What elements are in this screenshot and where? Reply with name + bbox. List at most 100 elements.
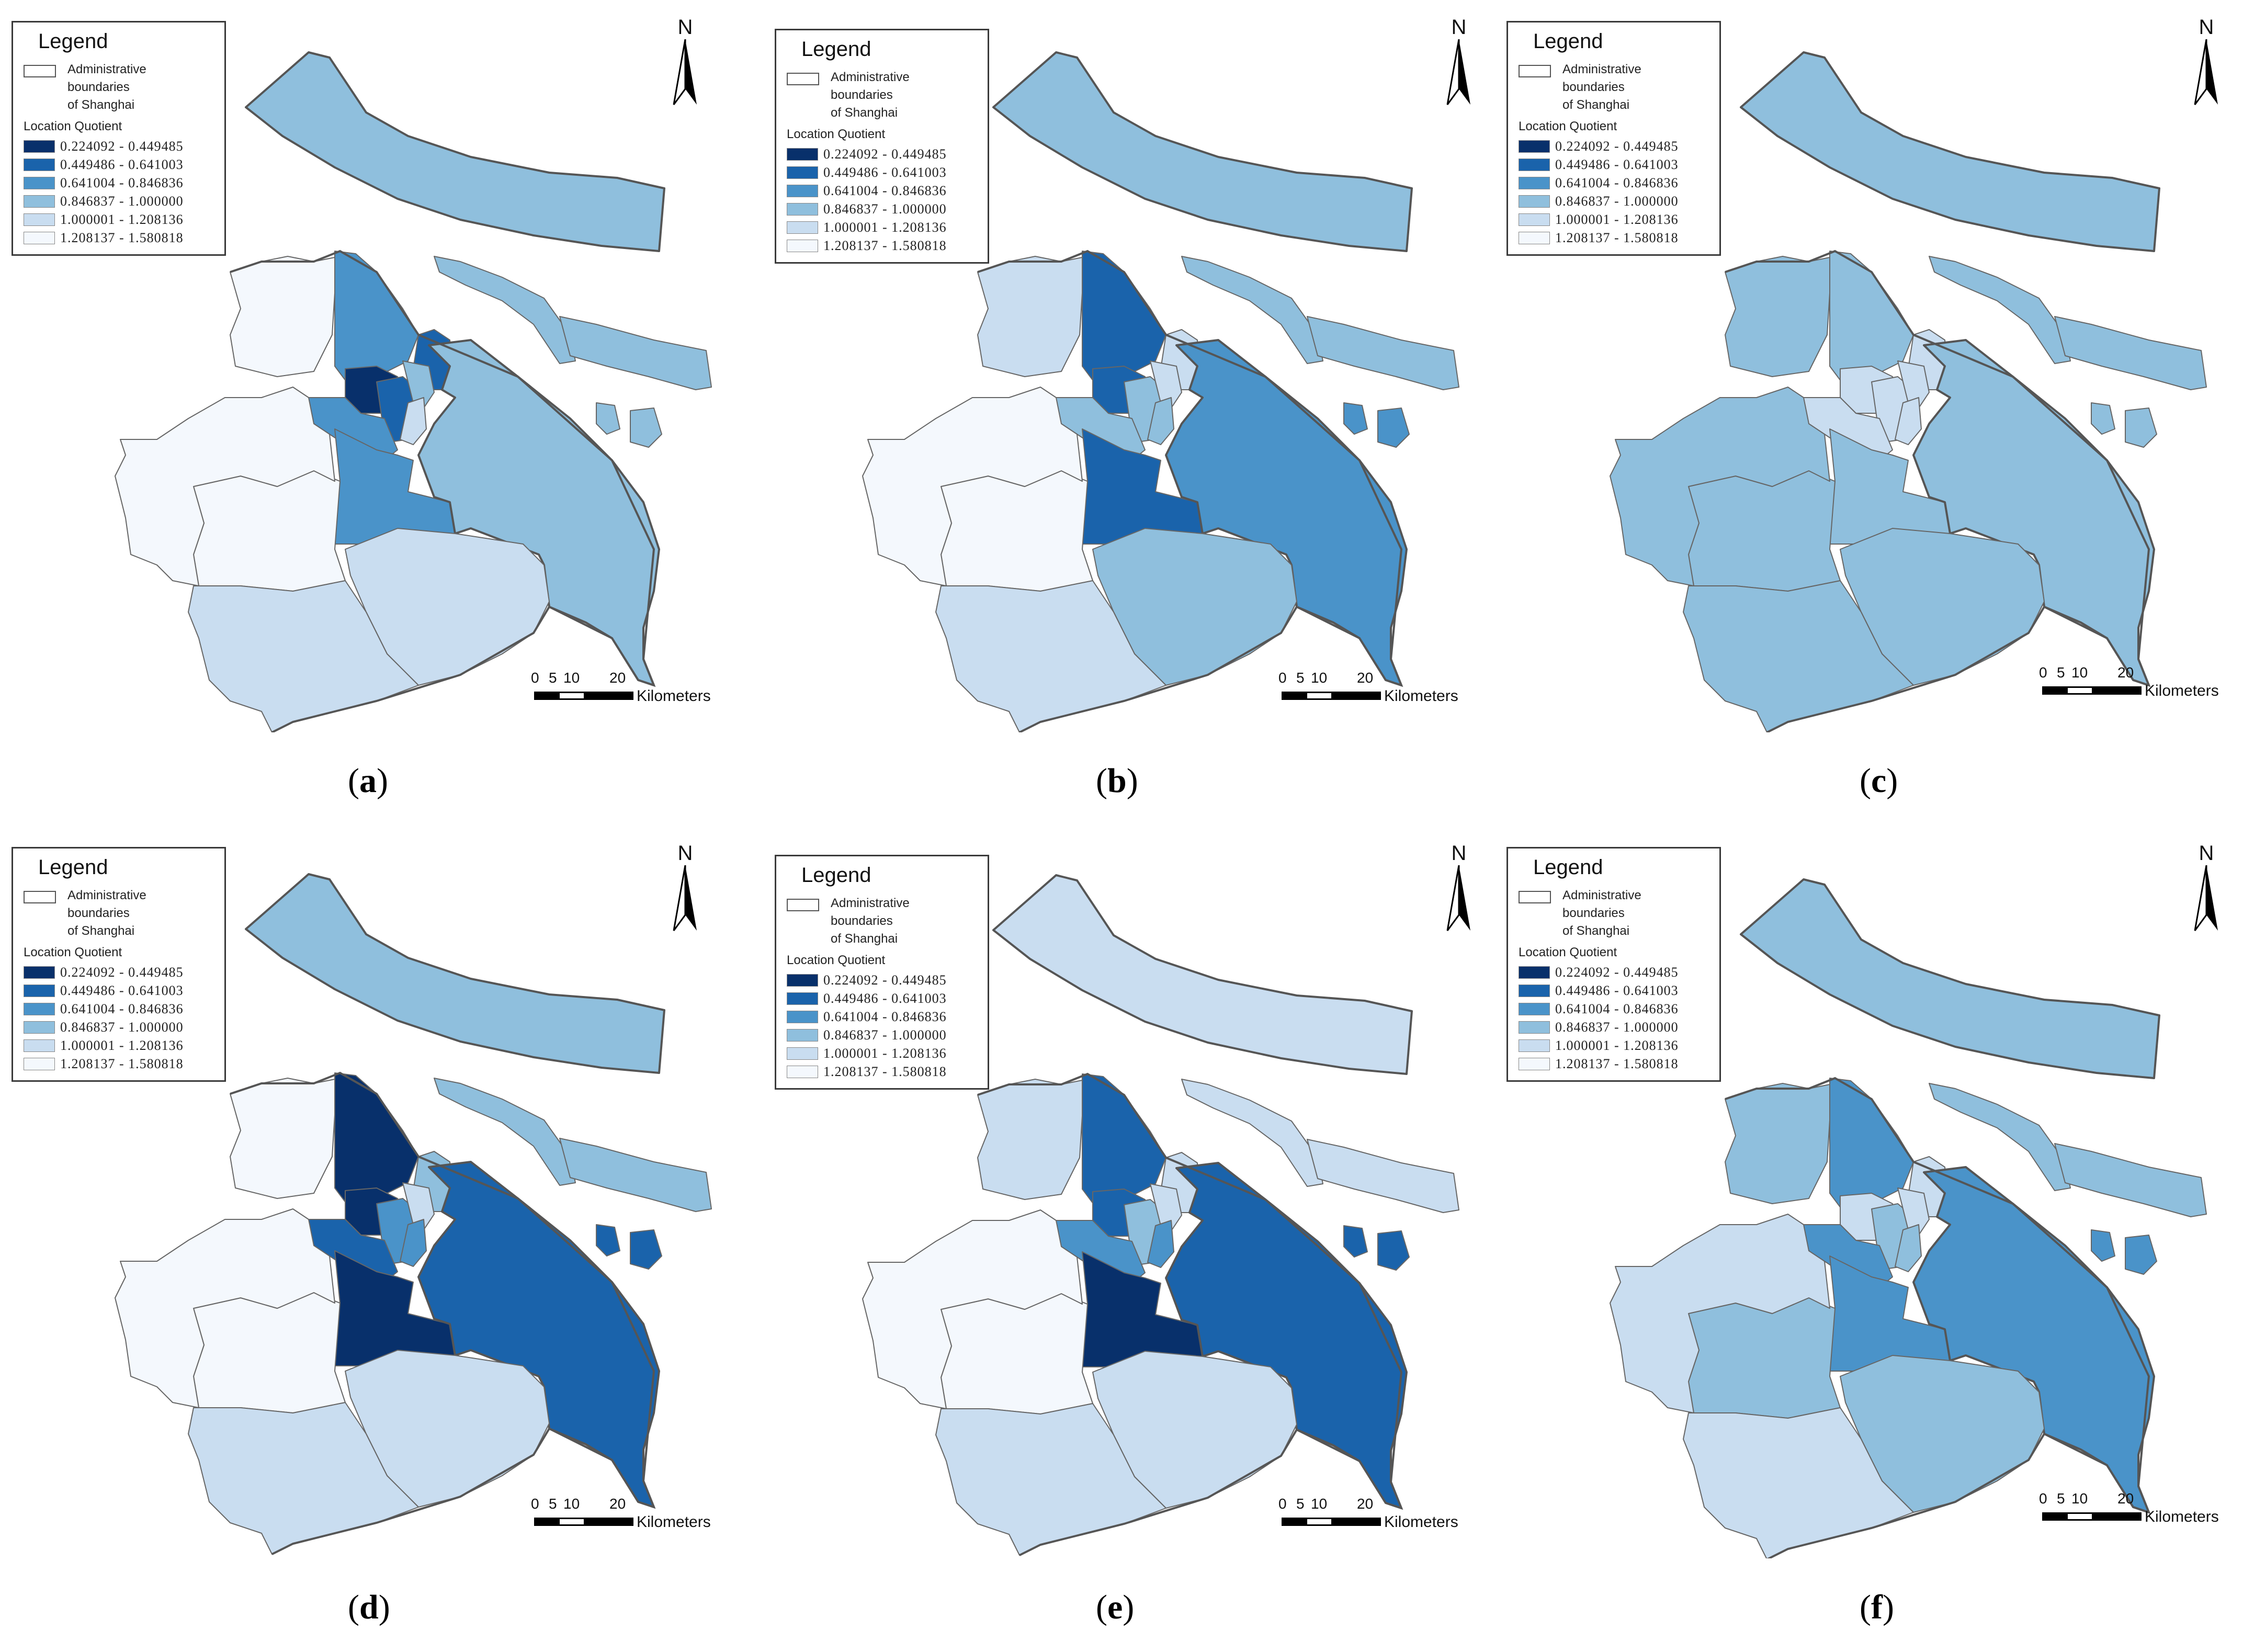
map-panel-a: Legend Administrative boundaries of Shang… [0, 0, 747, 826]
scale-bar [534, 692, 633, 700]
district-baoshan [1829, 1078, 1914, 1215]
shanghai-map [115, 873, 712, 1555]
legend-class-swatch [1519, 1039, 1550, 1052]
district-central-d [1895, 397, 1922, 445]
district-qingpu [1610, 387, 1830, 586]
scale-tick-label: 20 [2117, 1490, 2134, 1507]
scale-bar-group: 0 5 10 20 Kilometers [531, 670, 724, 711]
panel-caption-letter: a [359, 762, 377, 800]
legend-class-label: 0.641004 - 0.846836 [823, 1009, 947, 1024]
legend-class-label: 0.641004 - 0.846836 [1555, 175, 1679, 190]
legend-admin-row: Administrative boundaries of Shanghai [787, 69, 977, 122]
legend-class-swatch [24, 231, 55, 244]
scale-tick-label: 0 [2039, 664, 2047, 681]
legend-class-swatch [24, 1057, 55, 1070]
north-arrow-icon [2194, 39, 2218, 105]
scale-unit: Kilometers [637, 687, 711, 705]
legend-class-label: 1.000001 - 1.208136 [60, 211, 184, 227]
north-label: N [1451, 16, 1467, 39]
panel-caption-letter: b [1107, 762, 1127, 800]
district-baoshan [334, 1072, 419, 1209]
scale-unit: Kilometers [637, 1513, 711, 1531]
location-quotient-heading: Location Quotient [1519, 119, 1617, 133]
district-island1 [2091, 402, 2115, 435]
legend-class-label: 0.224092 - 0.449485 [823, 972, 947, 988]
north-arrow-icon [673, 39, 697, 105]
district-qingpu [1610, 1214, 1830, 1413]
scale-tick-label: 10 [1311, 670, 1328, 686]
admin-boundary-swatch [787, 899, 819, 911]
shanghai-map [862, 874, 1459, 1556]
legend-box: Legend Administrative boundaries of Shang… [1506, 847, 1721, 1082]
district-island2 [630, 1229, 662, 1270]
legend-class-row: 0.224092 - 0.449485 [24, 137, 214, 155]
scale-tick-label: 20 [1357, 670, 1374, 686]
north-arrow: N [2185, 842, 2227, 936]
panel-caption: (f) [1860, 1588, 1894, 1626]
scale-unit: Kilometers [2145, 682, 2219, 699]
legend-class-row: 0.449486 - 0.641003 [24, 981, 214, 1000]
legend-class-label: 0.846837 - 1.000000 [823, 1027, 947, 1043]
scale-unit: Kilometers [2145, 1508, 2219, 1525]
scale-tick-label: 20 [609, 1496, 626, 1512]
scale-segment [536, 1519, 560, 1524]
admin-boundary-swatch [24, 891, 56, 903]
shanghai-map [115, 51, 712, 732]
coastline [230, 1071, 656, 1555]
legend-class-label: 1.000001 - 1.208136 [823, 219, 947, 235]
legend-class-row: 1.208137 - 1.580818 [24, 229, 214, 247]
admin-boundary-swatch [787, 73, 819, 85]
legend-class-row: 1.208137 - 1.580818 [24, 1055, 214, 1073]
district-chongming [1740, 878, 2160, 1079]
district-chongming [1740, 51, 2160, 252]
district-island1 [596, 402, 620, 435]
district-jiading [977, 256, 1088, 377]
legend-class-swatch [787, 974, 818, 987]
legend-class-swatch [787, 184, 818, 197]
district-island2 [2125, 1235, 2157, 1275]
coastline [230, 250, 656, 732]
legend-admin-row: Administrative boundaries of Shanghai [1519, 61, 1709, 114]
legend-class-swatch [1519, 1057, 1550, 1070]
scale-bar-group: 0 5 10 20 Kilometers [531, 1496, 724, 1537]
legend-class-swatch [787, 992, 818, 1005]
legend-class-swatch [787, 202, 818, 216]
district-changxing [1929, 1083, 2071, 1191]
district-hengsha [2054, 316, 2207, 390]
map-panel-e: Legend Administrative boundaries of Shang… [747, 826, 1495, 1652]
legend-class-label: 0.641004 - 0.846836 [823, 183, 947, 198]
legend-class-swatch [24, 1039, 55, 1052]
legend-class-label: 1.208137 - 1.580818 [60, 1056, 184, 1071]
legend-admin-row: Administrative boundaries of Shanghai [787, 895, 977, 948]
legend-class-swatch [787, 239, 818, 252]
scale-segment [2044, 688, 2068, 693]
location-quotient-heading: Location Quotient [1519, 945, 1617, 959]
legend-class-row: 0.449486 - 0.641003 [787, 163, 977, 182]
north-arrow: N [1438, 842, 1480, 936]
legend-class-swatch [24, 140, 55, 153]
legend-class-swatch [1519, 176, 1550, 189]
north-arrow-icon [1446, 39, 1470, 105]
legend-class-swatch [1519, 231, 1550, 244]
district-baoshan [334, 251, 419, 388]
legend-class-label: 0.449486 - 0.641003 [823, 990, 947, 1006]
scale-tick-label: 20 [609, 670, 626, 686]
district-songjiang [193, 1292, 346, 1413]
map-panel-c: Legend Administrative boundaries of Shang… [1495, 0, 2242, 826]
legend-class-label: 0.224092 - 0.449485 [1555, 964, 1679, 980]
legend-class-label: 1.000001 - 1.208136 [1555, 1037, 1679, 1053]
coastline [977, 1072, 1403, 1556]
legend-class-swatch [24, 195, 55, 208]
coastline [1725, 1077, 2151, 1558]
legend-class-row: 0.224092 - 0.449485 [1519, 963, 1709, 981]
scale-segment [560, 1519, 584, 1524]
district-pudong [1912, 339, 2155, 686]
scale-bar-group: 0 5 10 20 Kilometers [2039, 1490, 2233, 1532]
legend-title: Legend [38, 856, 108, 879]
scale-tick-label: 10 [1311, 1496, 1328, 1512]
legend-admin-row: Administrative boundaries of Shanghai [24, 61, 214, 114]
legend-class-row: 0.449486 - 0.641003 [24, 155, 214, 174]
scale-segment [2068, 688, 2092, 693]
scale-segment [1283, 693, 1307, 698]
legend-title: Legend [1533, 856, 1603, 879]
